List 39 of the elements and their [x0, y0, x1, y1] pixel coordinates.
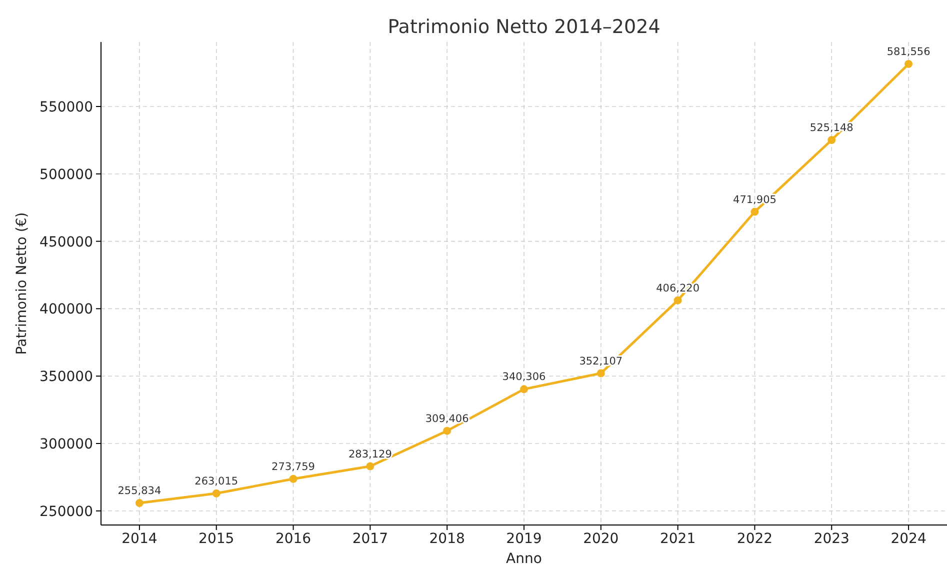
x-tick-label: 2015 [198, 531, 234, 547]
y-tick-label: 350000 [40, 369, 93, 386]
x-tick-label: 2021 [660, 531, 696, 547]
data-label: 581,556 [886, 46, 931, 58]
y-tick-label: 500000 [40, 166, 93, 183]
y-axis-title: Patrimonio Netto (€) [14, 212, 30, 355]
point [828, 136, 836, 144]
chart-title: Patrimonio Netto 2014–2024 [388, 16, 660, 38]
y-tick-label: 400000 [40, 302, 93, 318]
data-label: 340,306 [502, 371, 546, 384]
point [212, 489, 220, 498]
data-label: 309,406 [425, 412, 470, 425]
point [366, 462, 374, 470]
x-tick-label: 2016 [275, 531, 312, 547]
point [904, 60, 913, 68]
data-label: 263,015 [194, 475, 238, 488]
y-tick-label: 450000 [40, 234, 93, 250]
x-tick-label: 2022 [736, 531, 773, 547]
point [596, 369, 605, 378]
x-axis-title: Anno [506, 551, 542, 567]
y-tick-label: 250000 [40, 504, 93, 520]
point [135, 499, 144, 508]
data-label: 283,129 [348, 448, 392, 460]
x-tick-label: 2020 [583, 531, 619, 547]
x-tick-label: 2014 [122, 531, 158, 547]
y-tick-label: 300000 [40, 436, 93, 453]
point [750, 208, 759, 216]
x-tick-label: 2024 [890, 531, 926, 547]
data-label: 273,759 [272, 460, 315, 473]
point [289, 474, 298, 483]
point [520, 385, 528, 394]
point [674, 296, 682, 304]
x-tick-label: 2018 [429, 531, 465, 547]
data-label: 255,834 [118, 485, 162, 498]
point [443, 426, 452, 435]
y-tick-label: 550000 [40, 99, 93, 116]
x-tick-label: 2019 [506, 531, 542, 547]
x-tick-label: 2017 [352, 531, 388, 547]
x-tick-label: 2023 [814, 531, 850, 547]
